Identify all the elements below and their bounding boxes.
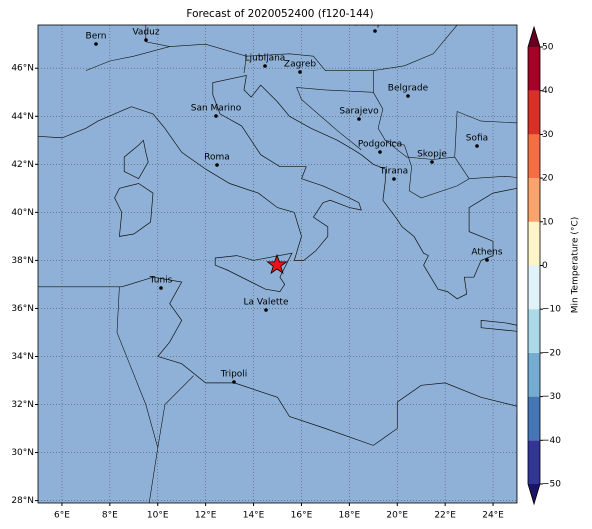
coastline	[114, 183, 154, 237]
colorbar-segment	[528, 440, 540, 484]
y-tick-label: 40°N	[11, 208, 34, 218]
coastline	[480, 320, 517, 332]
colorbar-segment	[528, 178, 540, 222]
city-label: Athens	[471, 248, 502, 258]
coastline	[38, 276, 517, 446]
colorbar-segment	[528, 221, 540, 266]
border	[116, 286, 159, 503]
x-tick-label: 24°E	[482, 511, 504, 521]
y-tick-label: 44°N	[11, 112, 34, 122]
city-marker	[214, 114, 218, 118]
city-label: Belgrade	[388, 84, 429, 94]
city-marker	[264, 308, 268, 312]
colorbar-segment	[528, 47, 540, 91]
colorbar-segment	[528, 265, 540, 310]
city-marker	[357, 117, 361, 121]
y-tick-label: 32°N	[11, 400, 34, 410]
city-marker	[144, 38, 148, 42]
colorbar-segment	[528, 134, 540, 179]
y-tick-label: 34°N	[11, 352, 34, 362]
city-marker	[430, 160, 434, 164]
city-label: Sofia	[466, 134, 488, 144]
colorbar-tick-label: 30	[542, 130, 554, 140]
city-marker	[392, 177, 396, 181]
city-marker	[298, 70, 302, 74]
city-label: Budapest	[354, 19, 397, 29]
y-tick-label: 38°N	[11, 256, 34, 266]
colorbar: −50 −40 −30 −20 −10 0 10 20 30 40 50	[527, 25, 561, 506]
city-label: Tripoli	[220, 370, 248, 380]
border	[454, 156, 517, 180]
colorbar-tick-label: 0	[542, 261, 548, 271]
city-label: La Valette	[244, 298, 289, 308]
colorbar-tick-label: −10	[542, 305, 561, 315]
city-marker	[215, 163, 219, 167]
colorbar-tick-label: 20	[542, 174, 554, 184]
x-tick-label: 6°E	[54, 511, 70, 521]
colorbar-tick-label: −20	[542, 348, 561, 358]
city-marker	[232, 380, 236, 384]
y-tick-label: 36°N	[11, 304, 34, 314]
colorbar-segment	[528, 309, 540, 353]
city-label: Bern	[86, 32, 107, 42]
city-label: Tirana	[379, 167, 408, 177]
colorbar-over	[528, 27, 540, 47]
x-tick-label: 10°E	[147, 511, 169, 521]
colorbar-tick-label: 50	[542, 43, 554, 53]
city-marker	[373, 29, 377, 33]
axes: 6°E 8°E 10°E 12°E 14°E 16°E 18°E 20°E 22°E 24°E 28…	[11, 64, 504, 521]
border	[373, 92, 470, 199]
coastline	[123, 139, 149, 180]
city-label: Vaduz	[132, 28, 159, 38]
x-tick-label: 14°E	[243, 511, 265, 521]
colorbar-segment	[528, 352, 540, 397]
city-marker	[406, 94, 410, 98]
y-tick-label: 30°N	[11, 448, 34, 458]
border	[373, 25, 458, 71]
x-tick-label: 22°E	[434, 511, 456, 521]
coastline	[214, 252, 293, 292]
y-tick-label: 42°N	[11, 160, 34, 170]
map-frame	[37, 24, 518, 504]
colorbar-label: Min Temperature (°C)	[571, 217, 581, 314]
x-tick-label: 18°E	[339, 511, 361, 521]
colorbar-tick-label: −40	[542, 436, 561, 446]
colorbar-tick-label: −50	[542, 480, 561, 490]
map-title: Forecast of 2020052400 (f120-144)	[186, 8, 373, 20]
border	[145, 25, 170, 47]
city-label: Tunis	[149, 276, 173, 286]
x-tick-label: 16°E	[291, 511, 313, 521]
y-tick-label: 46°N	[11, 64, 34, 74]
x-tick-label: 20°E	[386, 511, 408, 521]
city-label: San Marino	[191, 104, 242, 114]
city-label: Zagreb	[284, 60, 316, 70]
city-marker	[94, 42, 98, 46]
colorbar-tick-label: −30	[542, 392, 561, 402]
colorbar-under	[528, 484, 540, 504]
location-star	[266, 253, 288, 275]
colorbar-tick-label: 40	[542, 86, 554, 96]
colorbar-tick-label: 10	[542, 217, 554, 227]
city-marker	[263, 64, 267, 68]
city-marker	[378, 150, 382, 154]
colorbar-segment	[528, 396, 540, 441]
x-tick-label: 12°E	[195, 511, 217, 521]
city-label: Podgorica	[358, 140, 402, 150]
colorbar-segment	[528, 90, 540, 135]
city-label: Ljubljana	[245, 54, 286, 64]
city-label: Skopje	[417, 150, 447, 160]
city-marker	[159, 286, 163, 290]
city-label: Sarajevo	[339, 107, 379, 117]
city-marker	[475, 144, 479, 148]
y-tick-label: 28°N	[11, 496, 34, 506]
city-marker	[485, 258, 489, 262]
city-label: Roma	[204, 153, 230, 163]
x-tick-label: 8°E	[102, 511, 118, 521]
